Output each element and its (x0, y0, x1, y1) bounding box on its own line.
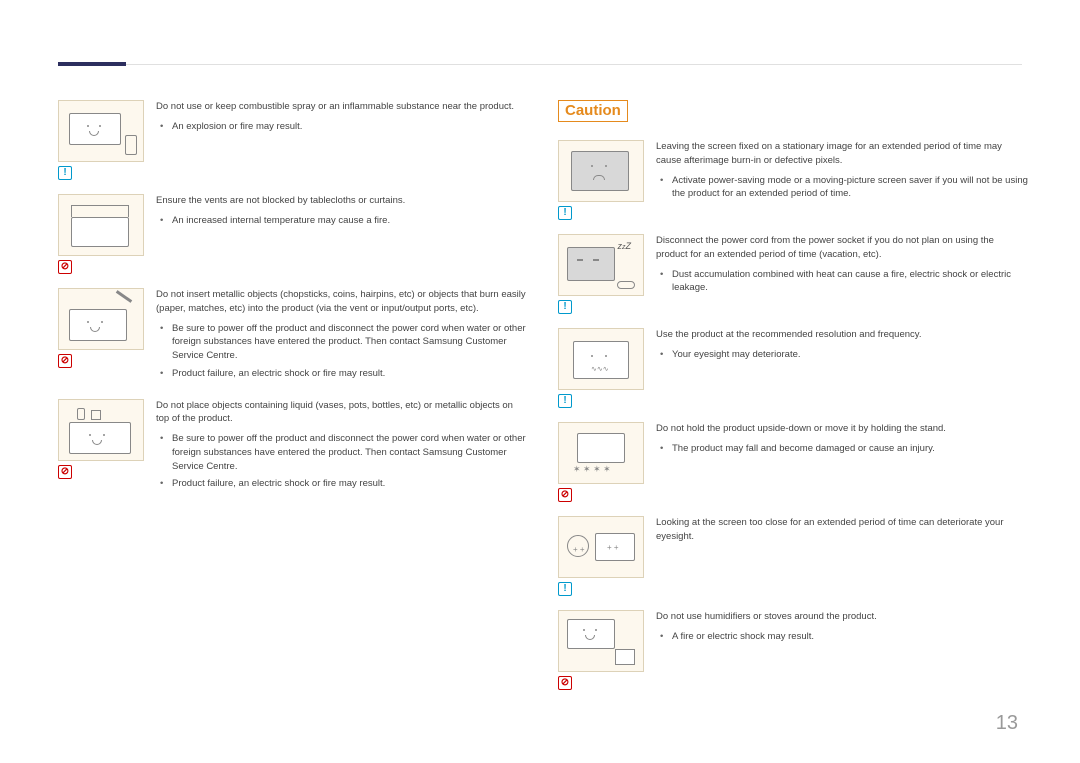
illustration-unplug: zzZ (558, 234, 644, 296)
prohibit-icon: ⊘ (58, 465, 72, 479)
illustration-spray (58, 100, 144, 162)
illustration-column: + + + + ! (558, 516, 644, 596)
bullet: Product failure, an electric shock or fi… (172, 367, 528, 381)
illustration-column: ⊘ (58, 194, 144, 274)
bullet: Dust accumulation combined with heat can… (672, 268, 1028, 296)
bullet: The product may fall and become damaged … (672, 442, 1028, 456)
bullet: An increased internal temperature may ca… (172, 214, 528, 228)
caution-heading: Caution (558, 100, 628, 122)
prohibit-icon: ⊘ (58, 260, 72, 274)
intro-text: Do not hold the product upside-down or m… (656, 422, 1028, 436)
bullet: An explosion or fire may result. (172, 120, 528, 134)
illustration-column: ⊘ (58, 399, 144, 496)
bullet: Be sure to power off the product and dis… (172, 322, 528, 363)
illustration-humidifier (558, 610, 644, 672)
illustration-insert (58, 288, 144, 350)
illustration-column: ∿∿∿ ! (558, 328, 644, 408)
sleep-z-icon: zzZ (618, 241, 632, 251)
illustration-column: zzZ ! (558, 234, 644, 314)
intro-text: Do not use humidifiers or stoves around … (656, 610, 1028, 624)
info-icon: ! (558, 582, 572, 596)
prohibit-icon: ⊘ (58, 354, 72, 368)
illustration-burn-in (558, 140, 644, 202)
safety-text: Do not insert metallic objects (chopstic… (156, 288, 528, 385)
intro-text: Use the product at the recommended resol… (656, 328, 1028, 342)
intro-text: Leaving the screen fixed on a stationary… (656, 140, 1028, 168)
safety-item: ✶ ✶ ✶ ✶ ⊘ Do not hold the product upside… (558, 422, 1028, 502)
intro-text: Looking at the screen too close for an e… (656, 516, 1028, 544)
illustration-column: ! (558, 140, 644, 220)
safety-text: Do not use or keep combustible spray or … (156, 100, 528, 180)
safety-item: ⊘ Do not place objects containing liquid… (58, 399, 528, 496)
illustration-resolution: ∿∿∿ (558, 328, 644, 390)
illustration-upside-down: ✶ ✶ ✶ ✶ (558, 422, 644, 484)
illustration-close-view: + + + + (558, 516, 644, 578)
right-column: Caution ! Leaving the screen fixed on a … (558, 100, 1028, 704)
header-rule (58, 64, 1022, 65)
safety-text: Leaving the screen fixed on a stationary… (656, 140, 1028, 220)
info-icon: ! (58, 166, 72, 180)
info-icon: ! (558, 394, 572, 408)
intro-text: Do not use or keep combustible spray or … (156, 100, 528, 114)
safety-item: ⊘ Do not insert metallic objects (chopst… (58, 288, 528, 385)
bullet: A fire or electric shock may result. (672, 630, 1028, 644)
bullet: Be sure to power off the product and dis… (172, 432, 528, 473)
intro-text: Do not insert metallic objects (chopstic… (156, 288, 528, 316)
safety-item: ∿∿∿ ! Use the product at the recommended… (558, 328, 1028, 408)
illustration-column: ! (58, 100, 144, 180)
left-column: ! Do not use or keep combustible spray o… (58, 100, 528, 509)
safety-text: Disconnect the power cord from the power… (656, 234, 1028, 314)
safety-text: Use the product at the recommended resol… (656, 328, 1028, 408)
safety-text: Do not use humidifiers or stoves around … (656, 610, 1028, 690)
illustration-column: ⊘ (58, 288, 144, 385)
safety-item: + + + + ! Looking at the screen too clos… (558, 516, 1028, 596)
bullet: Product failure, an electric shock or fi… (172, 477, 528, 491)
intro-text: Do not place objects containing liquid (… (156, 399, 528, 427)
illustration-liquid (58, 399, 144, 461)
safety-item: zzZ ! Disconnect the power cord from the… (558, 234, 1028, 314)
intro-text: Disconnect the power cord from the power… (656, 234, 1028, 262)
safety-text: Ensure the vents are not blocked by tabl… (156, 194, 528, 274)
prohibit-icon: ⊘ (558, 488, 572, 502)
safety-text: Looking at the screen too close for an e… (656, 516, 1028, 596)
safety-item: ⊘ Ensure the vents are not blocked by ta… (58, 194, 528, 274)
bullet: Your eyesight may deteriorate. (672, 348, 1028, 362)
illustration-column: ⊘ (558, 610, 644, 690)
illustration-column: ✶ ✶ ✶ ✶ ⊘ (558, 422, 644, 502)
page-number: 13 (996, 712, 1018, 735)
header-accent-bar (58, 62, 126, 66)
info-icon: ! (558, 300, 572, 314)
illustration-vents (58, 194, 144, 256)
safety-text: Do not hold the product upside-down or m… (656, 422, 1028, 502)
safety-item: ! Leaving the screen fixed on a stationa… (558, 140, 1028, 220)
bullet: Activate power-saving mode or a moving-p… (672, 174, 1028, 202)
intro-text: Ensure the vents are not blocked by tabl… (156, 194, 528, 208)
info-icon: ! (558, 206, 572, 220)
safety-item: ⊘ Do not use humidifiers or stoves aroun… (558, 610, 1028, 690)
prohibit-icon: ⊘ (558, 676, 572, 690)
safety-item: ! Do not use or keep combustible spray o… (58, 100, 528, 180)
safety-text: Do not place objects containing liquid (… (156, 399, 528, 496)
